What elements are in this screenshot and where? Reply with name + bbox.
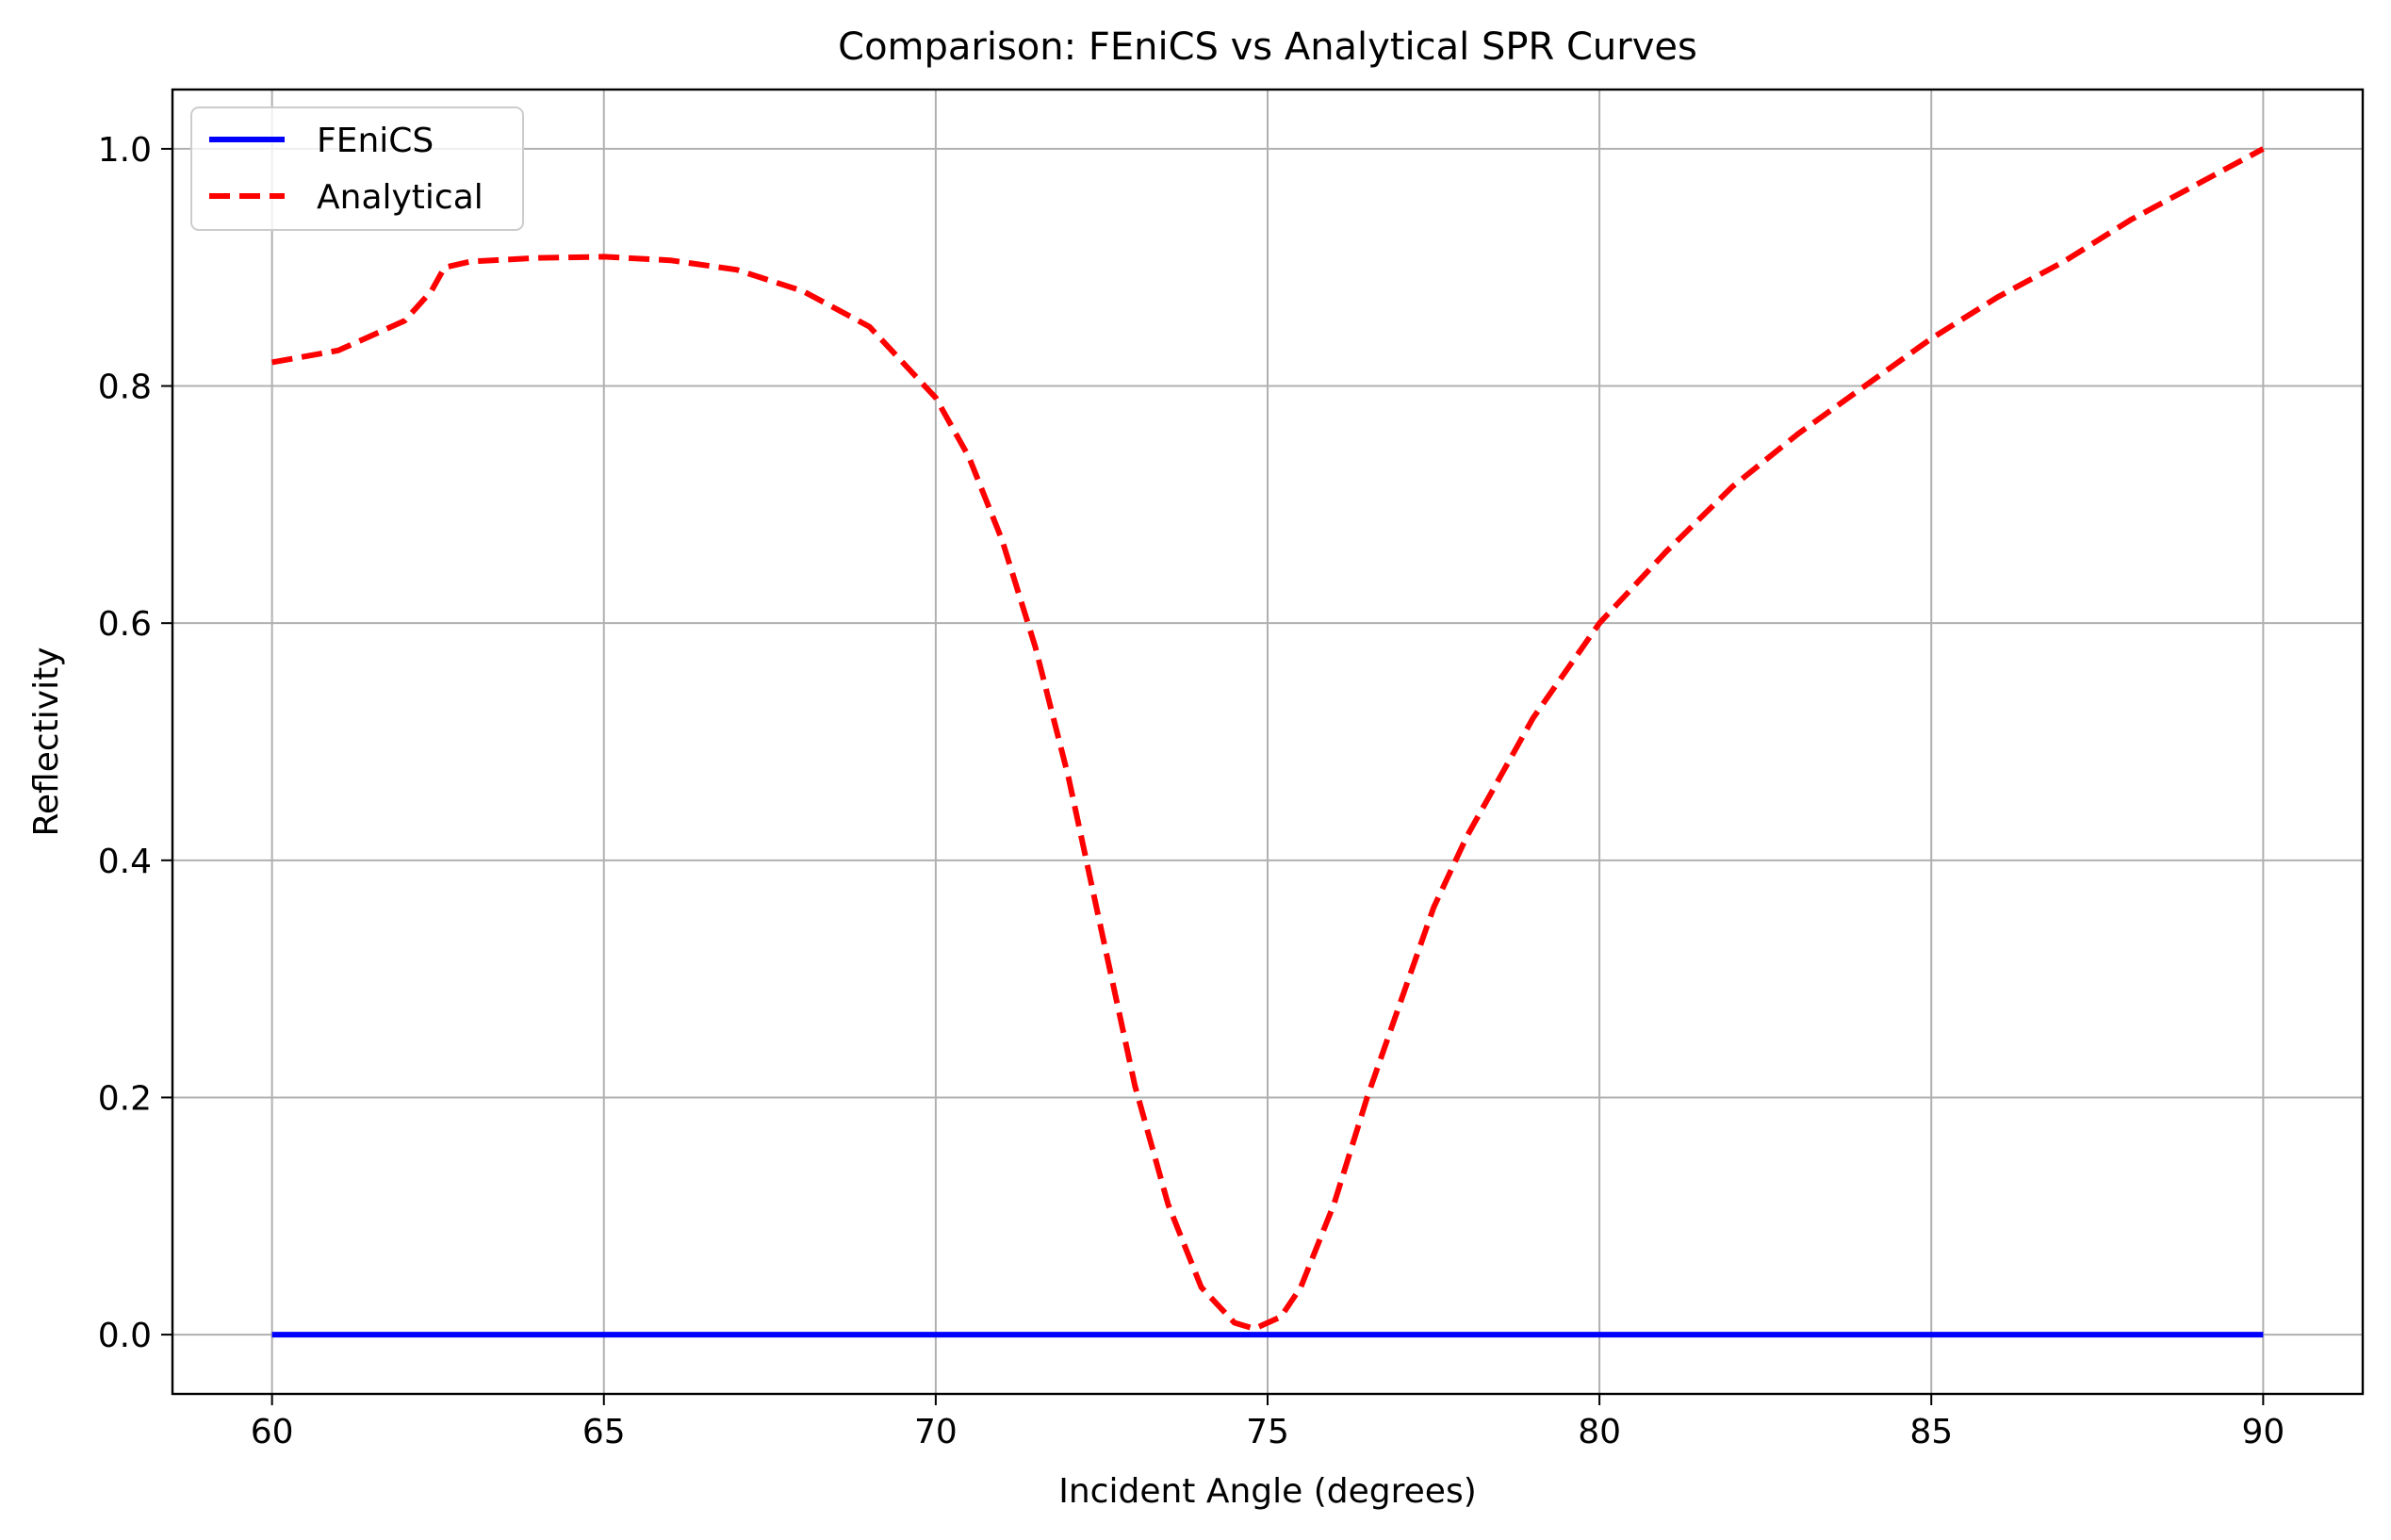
y-tick-label: 0.4 <box>98 843 152 881</box>
x-tick-label: 80 <box>1578 1413 1621 1451</box>
x-tick-label: 65 <box>582 1413 626 1451</box>
y-tick-label: 0.6 <box>98 605 152 644</box>
x-axis-label: Incident Angle (degrees) <box>1058 1472 1477 1511</box>
series-line-analytical <box>271 146 2265 1332</box>
axis-ticks: 60 65 70 75 80 85 90 0.0 0.2 0.4 0.6 0.8 1.0 <box>98 131 2285 1451</box>
x-tick-label: 70 <box>914 1413 958 1451</box>
x-tick-label: 60 <box>251 1413 294 1451</box>
y-tick-label: 0.2 <box>98 1079 152 1118</box>
y-tick-label: 0.8 <box>98 369 152 407</box>
x-tick-label: 90 <box>2241 1413 2285 1451</box>
chart-title: Comparison: FEniCS vs Analytical SPR Cur… <box>838 25 1697 69</box>
x-tick-label: 75 <box>1246 1413 1289 1451</box>
legend: FEniCS Analytical <box>190 106 524 231</box>
legend-label-analytical: Analytical <box>317 178 483 217</box>
y-tick-label: 1.0 <box>98 131 152 170</box>
series-layer <box>271 146 2265 1338</box>
x-tick-label: 85 <box>1909 1413 1953 1451</box>
y-tick-label: 0.0 <box>98 1317 152 1355</box>
grid-lines <box>172 90 2363 1394</box>
legend-label-fenics: FEniCS <box>317 122 434 160</box>
y-axis-label: Reflectivity <box>27 647 66 836</box>
